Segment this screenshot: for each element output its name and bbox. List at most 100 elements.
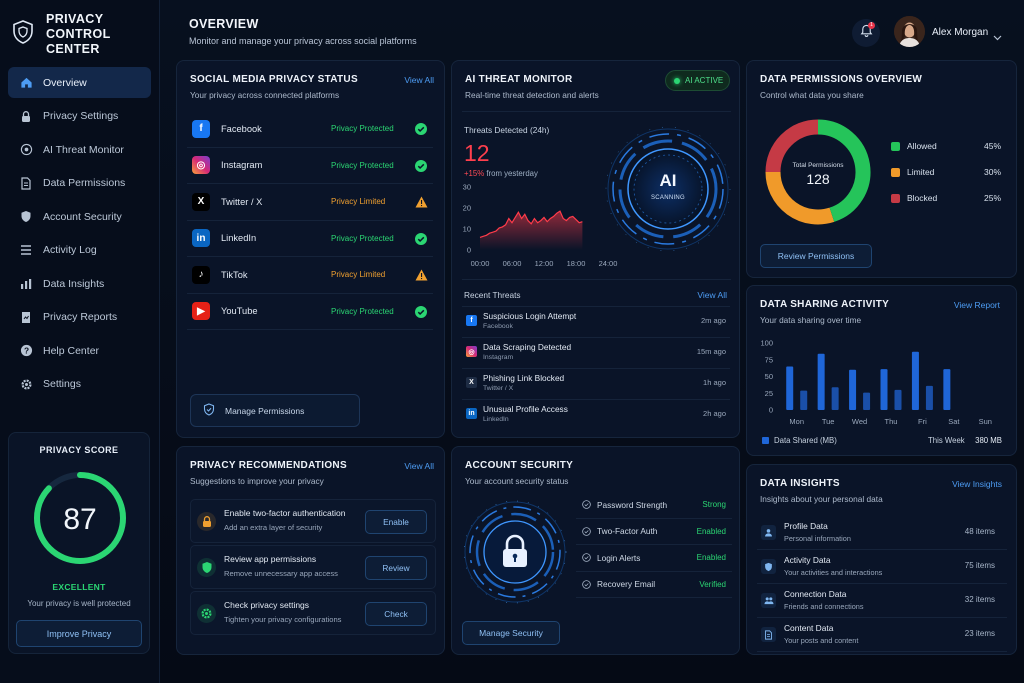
threat-time: 2m ago (700, 316, 726, 325)
bar-sat-series-1 (943, 369, 951, 410)
threat-title: Unusual Profile Access (483, 404, 568, 414)
view-report-link[interactable]: View Report (953, 300, 1000, 310)
recent-threat-row[interactable]: f Suspicious Login Attempt Facebook 2m ago (462, 306, 730, 337)
recent-threat-row[interactable]: X Phishing Link Blocked Twitter / X 1h ago (462, 368, 730, 399)
threat-time: 1h ago (703, 378, 726, 387)
y-tick-label: 10 (463, 225, 471, 234)
recent-threat-row[interactable]: ◎ Data Scraping Detected Instagram 15m ago (462, 337, 730, 368)
platform-status: Privacy Protected (331, 306, 394, 316)
sidebar: PRIVACY CONTROL CENTER Overview Privacy S… (0, 0, 160, 683)
manage-permissions-label: Manage Permissions (225, 405, 305, 416)
security-label: Two-Factor Auth (597, 526, 658, 537)
sidebar-item-overview[interactable]: Overview (8, 67, 151, 98)
sidebar-item-privacy-settings[interactable]: Privacy Settings (8, 101, 151, 132)
check-circle-icon (582, 500, 591, 510)
sidebar-item-label: Overview (43, 76, 87, 89)
ai-active-badge: AI ACTIVE (665, 70, 730, 91)
social-view-all-link[interactable]: View All (404, 75, 434, 85)
donut-slice-allowed (817, 119, 871, 222)
sidebar-item-data-permissions[interactable]: Data Permissions (8, 168, 151, 199)
threat-time: 2h ago (703, 409, 726, 418)
review-permissions-button[interactable]: Review Permissions (760, 244, 872, 268)
recent-threats-view-all[interactable]: View All (697, 290, 727, 300)
lock-icon (19, 109, 33, 123)
chevron-down-icon[interactable] (993, 28, 1002, 46)
social-platform-row[interactable]: in LinkedIn Privacy Protected (187, 221, 433, 257)
insight-row[interactable]: Profile Data Personal information 48 items (757, 516, 1007, 550)
sidebar-item-label: Data Insights (43, 277, 105, 290)
manage-security-button[interactable]: Manage Security (462, 621, 560, 645)
security-value: Enabled (696, 526, 726, 536)
insights-card-subtitle: Insights about your personal data (760, 494, 883, 504)
sidebar-item-ai-threat-monitor[interactable]: AI Threat Monitor (8, 134, 151, 165)
recommendation-review-button[interactable]: Review (365, 556, 427, 580)
sharing-period-value: 380 MB (975, 436, 1002, 445)
security-lock-graphic (462, 499, 568, 605)
recommendation-subtitle: Tighten your privacy configurations (224, 615, 342, 624)
sidebar-item-label: Privacy Reports (43, 311, 118, 323)
security-value: Strong (702, 500, 726, 510)
recent-threats-title: Recent Threats (464, 290, 521, 300)
users-icon (761, 593, 776, 608)
legend-value: 30% (983, 167, 1001, 177)
recommendations-view-all[interactable]: View All (404, 461, 434, 471)
platform-name: YouTube (221, 306, 258, 317)
lock-icon (503, 534, 527, 567)
data-sharing-card: DATA SHARING ACTIVITY Your data sharing … (746, 285, 1017, 456)
orb-label: AI (660, 171, 677, 190)
platform-status: Privacy Protected (331, 233, 394, 243)
y-tick-label: 0 (467, 246, 471, 255)
sidebar-item-account-security[interactable]: Account Security (8, 201, 151, 232)
threat-title: Suspicious Login Attempt (483, 311, 577, 321)
privacy-score-arc (34, 472, 126, 564)
bar-tue-series-2 (831, 387, 839, 410)
recent-threat-row[interactable]: in Unusual Profile Access LinkedIn 2h ago (462, 399, 730, 430)
recommendation-check-button[interactable]: Check (365, 602, 427, 626)
warning-icon (415, 195, 428, 213)
document-icon (761, 627, 776, 642)
improve-privacy-button[interactable]: Improve Privacy (16, 620, 142, 647)
recommendation-enable-button[interactable]: Enable (365, 510, 427, 534)
social-platform-row[interactable]: X Twitter / X Privacy Limited (187, 184, 433, 221)
security-label: Login Alerts (597, 552, 641, 563)
sidebar-item-label: Data Permissions (43, 177, 126, 189)
threat-change-text: from yesterday (486, 169, 538, 178)
insight-row[interactable]: Activity Data Your activities and interac… (757, 550, 1007, 584)
legend-swatch (891, 193, 900, 203)
x-tick-label: Mon (789, 417, 804, 426)
social-platform-row[interactable]: ◎ Instagram Privacy Protected (187, 148, 433, 184)
threat-card-subtitle: Real-time threat detection and alerts (465, 90, 599, 100)
manage-permissions-button[interactable]: Manage Permissions (190, 394, 360, 427)
user-avatar[interactable] (894, 16, 925, 47)
privacy-score-card: PRIVACY SCORE 87 EXCELLENT Your privacy … (8, 432, 150, 654)
bar-chart-icon (19, 277, 33, 291)
social-platform-row[interactable]: ▶ YouTube Privacy Protected (187, 294, 433, 330)
brand: PRIVACY CONTROL CENTER (12, 12, 156, 57)
recommendations-card-subtitle: Suggestions to improve your privacy (190, 476, 324, 486)
platform-status: Privacy Limited (331, 197, 386, 207)
sidebar-item-data-insights[interactable]: Data Insights (8, 268, 151, 299)
lock-icon (197, 512, 216, 531)
notifications-button[interactable]: 1 (852, 19, 880, 47)
social-platform-row[interactable]: ♪ TikTok Privacy Limited (187, 257, 433, 294)
legend-swatch (762, 437, 769, 444)
twitter-x-logo-icon: X (192, 192, 210, 211)
sidebar-item-settings[interactable]: Settings (8, 369, 151, 400)
sidebar-item-activity-log[interactable]: Activity Log (8, 235, 151, 266)
donut-slice-blocked (765, 119, 819, 173)
facebook-logo-icon: f (192, 119, 210, 138)
bar-fri-series-1 (911, 351, 919, 410)
insight-title: Content Data (784, 623, 834, 633)
user-name[interactable]: Alex Morgan (932, 27, 989, 38)
y-tick-label: 30 (463, 183, 471, 192)
document-icon (19, 176, 33, 190)
security-card-subtitle: Your account security status (465, 476, 569, 486)
view-insights-link[interactable]: View Insights (952, 479, 1002, 489)
social-platform-row[interactable]: f Facebook Privacy Protected (187, 111, 433, 148)
insight-row[interactable]: Connection Data Friends and connections 32… (757, 584, 1007, 618)
sidebar-item-help-center[interactable]: ? Help Center (8, 335, 151, 366)
insight-row[interactable]: Content Data Your posts and content 23 ite… (757, 618, 1007, 652)
sidebar-item-privacy-reports[interactable]: Privacy Reports (8, 302, 151, 333)
orb-status: SCANNING (651, 195, 685, 201)
